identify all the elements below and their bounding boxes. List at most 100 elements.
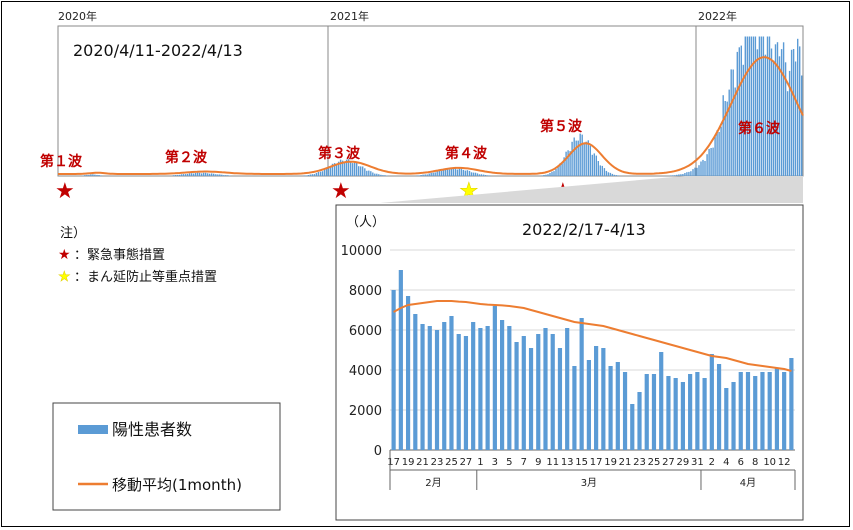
- overview-bar: [452, 167, 454, 176]
- overview-bar: [360, 166, 362, 176]
- overview-bar: [384, 175, 386, 176]
- zoom-x-tick-label: 12: [778, 457, 791, 468]
- zoom-bar: [427, 326, 432, 450]
- overview-bar: [718, 132, 720, 176]
- overview-bar: [482, 174, 485, 176]
- overview-bar: [589, 145, 591, 176]
- overview-bar: [674, 175, 676, 176]
- overview-bar: [372, 172, 374, 176]
- overview-bar: [82, 175, 84, 176]
- overview-bar: [680, 174, 682, 176]
- zoom-wedge: [380, 176, 803, 203]
- overview-bar: [356, 162, 358, 176]
- month-label: 4月: [740, 477, 756, 489]
- legend-box: [52, 402, 281, 511]
- overview-bar: [541, 175, 543, 176]
- overview-bar: [617, 175, 620, 176]
- overview-bar: [215, 174, 217, 176]
- overview-bar: [579, 133, 581, 176]
- legend-line-label: 移動平均(1month): [112, 476, 242, 494]
- star-emergency-1: ★: [55, 179, 75, 204]
- overview-bar: [764, 54, 767, 177]
- zoom-bar: [673, 378, 678, 450]
- overview-bar: [782, 42, 785, 176]
- overview-bar: [172, 175, 175, 176]
- overview-bar: [323, 169, 326, 176]
- overview-bar: [801, 75, 803, 176]
- zoom-x-tick-label: 17: [387, 457, 400, 468]
- zoom-bar: [485, 326, 490, 450]
- zoom-y-tick-label: 0: [374, 444, 382, 459]
- zoom-bar: [413, 314, 418, 450]
- overview-bar: [319, 171, 322, 176]
- overview-bar: [426, 174, 428, 176]
- zoom-bar: [695, 372, 700, 450]
- zoom-bar: [557, 348, 563, 450]
- zoom-bar: [572, 366, 577, 450]
- overview-bar: [565, 151, 567, 176]
- zoom-bar: [702, 378, 707, 450]
- legend-bar-label: 陽性患者数: [112, 420, 192, 439]
- zoom-bar: [782, 372, 787, 450]
- zoom-bar: [550, 334, 555, 450]
- overview-bar: [345, 159, 348, 176]
- overview-bar: [587, 140, 589, 176]
- overview-bar: [581, 134, 583, 176]
- zoom-bar: [644, 374, 649, 450]
- overview-bar: [186, 173, 189, 176]
- wave-label-5: 第５波: [540, 118, 583, 135]
- overview-bar: [184, 174, 187, 176]
- overview-bar: [470, 172, 473, 176]
- overview-bar: [321, 171, 324, 176]
- overview-bar: [374, 173, 376, 176]
- overview-bar: [424, 174, 426, 176]
- wave-label-1: 第１波: [40, 153, 83, 170]
- overview-bar: [190, 173, 193, 176]
- overview-bar: [557, 165, 559, 176]
- zoom-bar: [666, 376, 671, 450]
- overview-bar: [792, 49, 795, 176]
- zoom-x-tick-label: 21: [619, 457, 632, 468]
- zoom-bar: [760, 372, 765, 450]
- overview-bar: [740, 45, 742, 176]
- overview-bar: [211, 173, 213, 176]
- overview-bar: [418, 175, 420, 176]
- overview-bar: [672, 175, 674, 176]
- zoom-y-tick-label: 8000: [349, 284, 382, 299]
- overview-bar: [90, 174, 92, 176]
- overview-bar: [227, 175, 229, 176]
- overview-bar: [698, 165, 700, 176]
- overview-bar: [315, 173, 318, 176]
- overview-bar: [547, 174, 549, 176]
- zoom-bar: [688, 374, 693, 450]
- overview-bar: [380, 174, 382, 176]
- overview-bar: [599, 165, 601, 176]
- overview-bar: [786, 91, 789, 176]
- overview-bar: [686, 172, 688, 176]
- zoom-bar: [391, 290, 396, 450]
- overview-bar: [768, 36, 771, 176]
- overview-bar: [790, 49, 793, 176]
- overview-bar: [738, 47, 740, 176]
- overview-bar: [613, 174, 616, 176]
- zoom-bar: [716, 364, 722, 450]
- overview-bar: [799, 46, 801, 177]
- overview-bar: [772, 60, 775, 176]
- zoom-x-tick-label: 27: [662, 457, 675, 468]
- overview-bar: [688, 171, 690, 176]
- overview-bar: [337, 161, 340, 176]
- zoom-bar: [492, 306, 497, 450]
- overview-bar: [609, 172, 612, 176]
- overview-bar: [339, 159, 342, 176]
- overview-bar: [327, 168, 330, 176]
- overview-bar: [488, 175, 491, 176]
- zoom-bar: [500, 320, 505, 450]
- overview-bar: [225, 175, 227, 176]
- overview-bar: [788, 70, 791, 176]
- overview-bar: [358, 166, 360, 176]
- zoom-bar: [753, 376, 758, 450]
- overview-bar: [577, 140, 579, 176]
- overview-bar: [176, 174, 179, 176]
- overview-bar: [303, 175, 305, 176]
